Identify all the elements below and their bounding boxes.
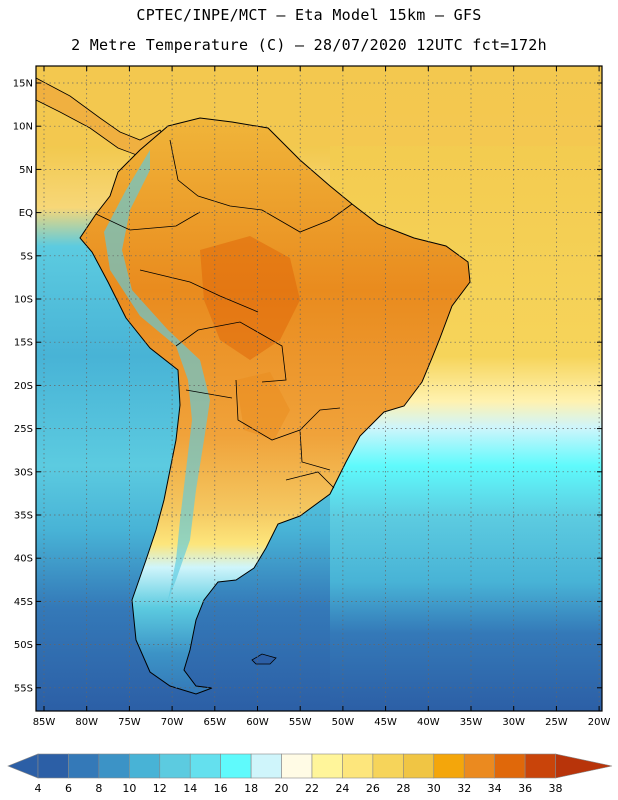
colorbar-label-6: 6: [65, 782, 72, 795]
colorbar-cell: [220, 753, 252, 779]
colorbar-cell: [37, 753, 69, 779]
colorbar-cell: [159, 753, 191, 779]
colorbar-cell: [311, 753, 343, 779]
colorbar-label-18: 18: [244, 782, 258, 795]
lat-label-10s: 10S: [14, 295, 33, 306]
lon-label-50w: 50W: [332, 717, 355, 728]
longitude-labels: 85W 80W 75W 70W 65W 60W 55W 50W 45W 40W 35W 30W 25W 2…: [33, 717, 611, 728]
colorbar-arrow-low: [7, 753, 39, 779]
lat-label-25s: 25S: [14, 424, 33, 435]
colorbar-cell: [403, 753, 435, 779]
lon-label-85w: 85W: [33, 717, 56, 728]
colorbar-cell: [494, 753, 526, 779]
lon-label-30w: 30W: [502, 717, 525, 728]
lon-label-55w: 55W: [289, 717, 312, 728]
andes-cold-ridge: [104, 150, 210, 600]
colorbar-label-14: 14: [183, 782, 197, 795]
lat-label-30s: 30S: [14, 467, 33, 478]
colorbar-label-16: 16: [214, 782, 228, 795]
lat-label-20s: 20S: [14, 381, 33, 392]
colorbar-label-8: 8: [95, 782, 102, 795]
temperature-map: 15N 10N 5N EQ 5S 10S 15S 20S 25S 30S 35S 40S 45S 50S 5…: [13, 65, 611, 728]
colorbar-label-34: 34: [488, 782, 502, 795]
lat-label-45s: 45S: [14, 597, 33, 608]
lat-label-35s: 35S: [14, 511, 33, 522]
caribbean-field: [36, 66, 602, 146]
lon-label-45w: 45W: [374, 717, 397, 728]
colorbar-cell: [68, 753, 100, 779]
colorbar-label-28: 28: [396, 782, 410, 795]
map-field: [36, 66, 602, 711]
colorbar-cell: [98, 753, 130, 779]
map-frame: [35, 65, 603, 712]
amazon-hot-core: [200, 236, 300, 360]
colorbar-cell: [129, 753, 161, 779]
colorbar-cell: [372, 753, 404, 779]
colorbar-label-12: 12: [153, 782, 167, 795]
lon-label-40w: 40W: [417, 717, 440, 728]
map-title: CPTEC/INPE/MCT – Eta Model 15km – GFS: [136, 6, 482, 24]
country-borders: [95, 139, 353, 489]
lat-label-15n: 15N: [13, 79, 33, 90]
colorbar-label-20: 20: [275, 782, 289, 795]
colorbar-label-38: 38: [549, 782, 563, 795]
lon-label-75w: 75W: [118, 717, 141, 728]
lat-label-55s: 55S: [14, 683, 33, 694]
colorbar-cell: [433, 753, 465, 779]
lat-label-40s: 40S: [14, 554, 33, 565]
colorbar-label-26: 26: [366, 782, 380, 795]
lon-label-25w: 25W: [545, 717, 568, 728]
colorbar-label-30: 30: [427, 782, 441, 795]
colorbar-label-24: 24: [335, 782, 349, 795]
lat-label-15s: 15S: [14, 338, 33, 349]
colorbar-cell: [250, 753, 282, 779]
lon-label-20w: 20W: [588, 717, 611, 728]
colorbar-cell: [524, 753, 556, 779]
latitude-labels: 15N 10N 5N EQ 5S 10S 15S 20S 25S 30S 35S 40S 45S 50S 5…: [13, 79, 33, 695]
falkland-islands: [251, 653, 277, 665]
lon-label-70w: 70W: [161, 717, 184, 728]
lat-label-50s: 50S: [14, 640, 33, 651]
colorbar-label-22: 22: [305, 782, 319, 795]
colorbar-label-10: 10: [122, 782, 136, 795]
lon-label-35w: 35W: [460, 717, 483, 728]
colorbar-cell: [463, 753, 495, 779]
colorbar-arrow-high: [555, 753, 613, 779]
lat-label-5s: 5S: [20, 251, 33, 262]
lat-label-5n: 5N: [19, 165, 33, 176]
colorbar: 4 6 8 10 12 14 16 18 20 22 24 26 28 30 32 34 36 38: [7, 753, 613, 795]
colorbar-label-32: 32: [457, 782, 471, 795]
lon-label-65w: 65W: [203, 717, 226, 728]
colorbar-label-36: 36: [518, 782, 532, 795]
colorbar-cell: [342, 753, 374, 779]
lon-label-80w: 80W: [75, 717, 98, 728]
map-subtitle: 2 Metre Temperature (C) – 28/07/2020 12U…: [71, 36, 547, 54]
lon-label-60w: 60W: [246, 717, 269, 728]
colorbar-label-4: 4: [35, 782, 42, 795]
colorbar-cell: [189, 753, 221, 779]
axis-ticks: [36, 66, 602, 711]
chaco-warm-region: [236, 372, 290, 440]
lat-label-eq: EQ: [19, 208, 33, 219]
colorbar-cell: [281, 753, 313, 779]
lat-label-10n: 10N: [13, 122, 33, 133]
